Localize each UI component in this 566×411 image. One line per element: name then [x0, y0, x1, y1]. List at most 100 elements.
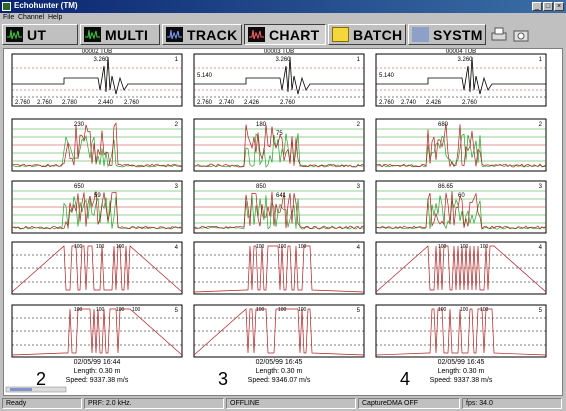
tab-batch[interactable]: BATCH	[328, 24, 406, 45]
level-label: 100	[460, 307, 469, 313]
panel-index: 1	[357, 57, 361, 63]
speed-readout: Speed: 9346.07 m/s	[248, 377, 311, 384]
window-title: Echohunter (TM)	[14, 1, 78, 10]
level-label: 100	[298, 244, 307, 250]
level-label: 100	[278, 244, 287, 250]
peak-value: 3.260	[93, 57, 109, 63]
level-label: 100	[438, 307, 447, 313]
tick-label: 2.740	[219, 100, 235, 106]
panel-index: 2	[175, 122, 179, 128]
plot-panel-1	[193, 53, 365, 107]
timestamp: 02/05/99 16:45	[256, 359, 303, 366]
menu-bar: File Channel Help	[0, 13, 566, 23]
plot-panel-2	[11, 118, 183, 172]
plot-panel-1	[375, 53, 547, 107]
panel-index: 3	[357, 184, 361, 190]
tick-label: 2.440	[98, 100, 114, 106]
camera-button[interactable]	[512, 26, 530, 44]
horizontal-scrollbar[interactable]	[5, 386, 67, 393]
panel-index: 4	[539, 245, 543, 251]
status-prf: PRF: 2.0 kHz.	[84, 398, 224, 409]
peak-value: 650	[74, 184, 85, 190]
close-button[interactable]: ×	[554, 2, 564, 11]
panel-index: 5	[539, 308, 543, 314]
tab-ut[interactable]: UT	[2, 24, 78, 45]
tab-label: TRACK	[187, 27, 238, 43]
camera-icon	[513, 30, 529, 42]
speed-readout: Speed: 9337.38 m/s	[430, 377, 493, 384]
ut-waveform-icon	[6, 27, 23, 42]
plot-panel-2	[375, 118, 547, 172]
minimize-button[interactable]: _	[532, 2, 542, 11]
level-label: 100	[480, 307, 489, 313]
menu-file[interactable]: File	[3, 14, 15, 21]
tick-label: 2.760	[280, 100, 296, 106]
extra-value: 75	[276, 131, 283, 137]
tab-label: BATCH	[353, 27, 403, 43]
plot-panel-5	[193, 304, 365, 358]
tick-label: 2.740	[401, 100, 417, 106]
level-label: 100	[256, 244, 265, 250]
peak-value: 3.260	[457, 57, 473, 63]
peak-value: 180	[256, 122, 267, 128]
tab-label: SYSTM	[433, 27, 483, 43]
level-label: 100	[96, 307, 105, 313]
peak-value: 680	[438, 122, 449, 128]
extra-value: 59	[94, 193, 101, 199]
level-label: 100	[438, 244, 447, 250]
length-readout: Length: 0.30 m	[438, 368, 485, 375]
tick-label: 2.426	[426, 100, 442, 106]
plot-panel-1	[11, 53, 183, 107]
systm-icon	[412, 27, 429, 42]
level-label: 100	[74, 307, 83, 313]
panel-index: 5	[175, 308, 179, 314]
level-label: 100	[460, 244, 469, 250]
level-label: 100	[256, 307, 265, 313]
menu-channel[interactable]: Channel	[18, 14, 45, 21]
panel-index: 5	[357, 308, 361, 314]
column-number: 2	[36, 369, 46, 389]
plot-panel-4	[11, 241, 183, 295]
level-label: 100	[96, 244, 105, 250]
tab-label: MULTI	[105, 27, 149, 43]
peak-value: 230	[74, 122, 85, 128]
printer-button[interactable]	[490, 26, 508, 44]
timestamp: 02/05/99 16:44	[74, 359, 121, 366]
tab-multi[interactable]: MULTI	[80, 24, 160, 45]
extra-value: 60	[458, 193, 465, 199]
tab-track[interactable]: TRACK	[162, 24, 242, 45]
tick-label: 2.780	[62, 100, 78, 106]
tick-label: 2.760	[197, 100, 213, 106]
level-label: 100	[116, 307, 125, 313]
tab-systm[interactable]: SYSTM	[408, 24, 486, 45]
panel-index: 1	[539, 57, 543, 63]
maximize-button[interactable]: □	[543, 2, 553, 11]
length-readout: Length: 0.30 m	[74, 368, 121, 375]
menu-help[interactable]: Help	[48, 14, 63, 21]
level-label: 100	[480, 244, 489, 250]
printer-icon	[491, 27, 507, 41]
status-ready: Ready	[2, 398, 82, 409]
tube-label: 00004 TUB	[446, 49, 476, 55]
peak-value: 850	[256, 184, 267, 190]
panel-index: 3	[539, 184, 543, 190]
left-value: 5.140	[379, 73, 395, 79]
tick-label: 2.760	[462, 100, 478, 106]
column-number: 4	[400, 369, 410, 389]
tick-label: 2.760	[379, 100, 395, 106]
panel-index: 4	[175, 245, 179, 251]
panel-index: 2	[357, 122, 361, 128]
length-readout: Length: 0.30 m	[256, 368, 303, 375]
tab-chart[interactable]: CHART	[244, 24, 326, 45]
plot-panel-2	[193, 118, 365, 172]
column-number: 3	[218, 369, 228, 389]
status-bar: Ready PRF: 2.0 kHz. OFFLINE CaptureDMA O…	[0, 397, 566, 411]
plot-panel-3	[11, 180, 183, 234]
extra-value: 641	[276, 193, 287, 199]
title-bar: Echohunter (TM) _ □ ×	[0, 0, 566, 13]
panel-index: 4	[357, 245, 361, 251]
plot-panel-5	[375, 304, 547, 358]
plot-panel-3	[193, 180, 365, 234]
tab-label: CHART	[269, 27, 320, 43]
level-label: 100	[132, 307, 141, 313]
